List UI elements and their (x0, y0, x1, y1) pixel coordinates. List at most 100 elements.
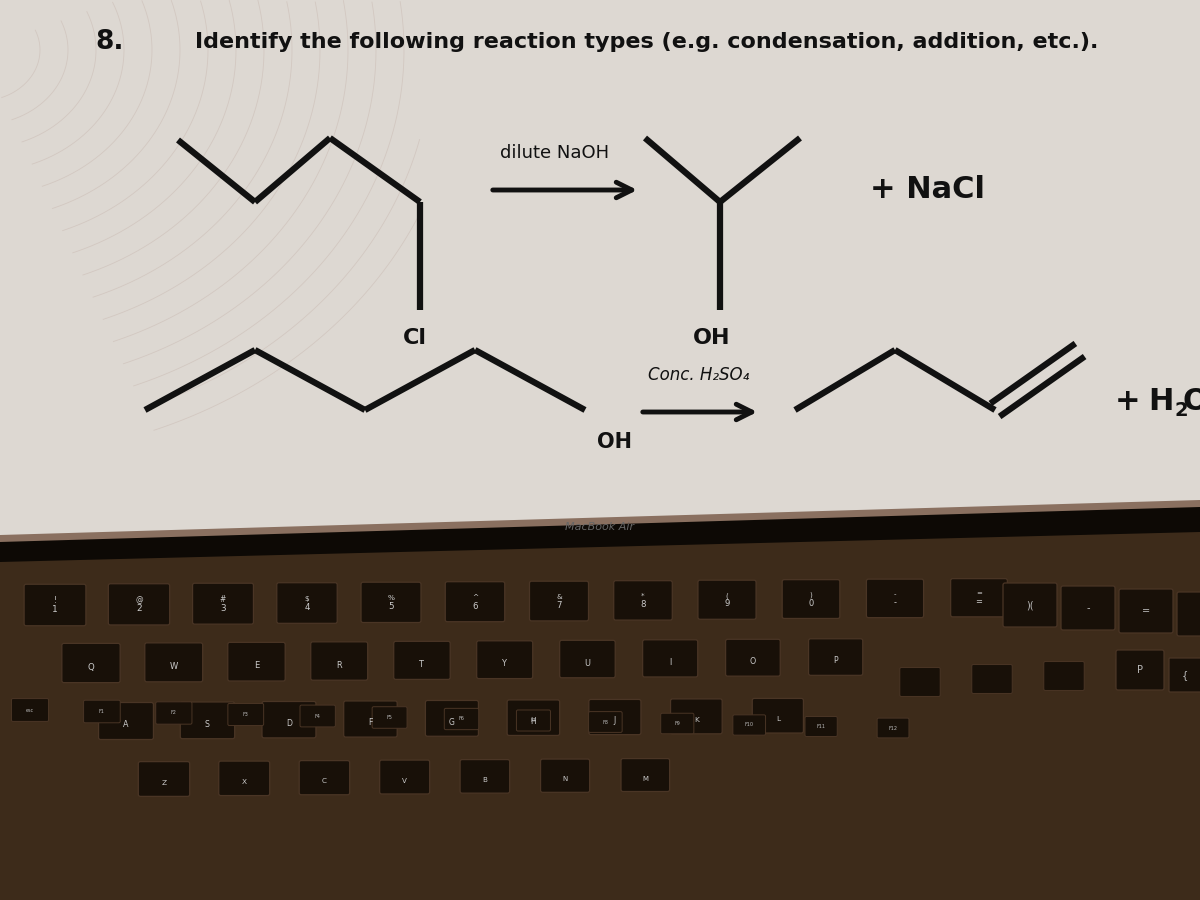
FancyBboxPatch shape (698, 580, 756, 619)
Text: F9: F9 (674, 721, 680, 726)
Text: {: { (1182, 670, 1188, 680)
FancyBboxPatch shape (1044, 662, 1085, 690)
Text: =: = (1142, 606, 1150, 616)
Text: OH: OH (694, 328, 731, 348)
FancyBboxPatch shape (299, 760, 349, 795)
Text: =: = (976, 598, 983, 607)
Text: 1: 1 (52, 605, 58, 614)
FancyBboxPatch shape (300, 705, 335, 727)
Text: 2: 2 (136, 604, 142, 613)
Text: 0: 0 (809, 598, 814, 608)
FancyBboxPatch shape (445, 581, 505, 622)
Text: F12: F12 (888, 725, 898, 731)
Text: F2: F2 (170, 710, 176, 716)
Text: O: O (1183, 388, 1200, 417)
Text: U: U (584, 659, 590, 668)
FancyBboxPatch shape (529, 581, 588, 621)
FancyBboxPatch shape (1003, 583, 1057, 627)
FancyBboxPatch shape (277, 582, 337, 624)
FancyBboxPatch shape (877, 718, 908, 738)
Text: P: P (1138, 665, 1142, 675)
Text: =: = (976, 590, 982, 597)
FancyBboxPatch shape (516, 710, 551, 731)
FancyBboxPatch shape (218, 761, 270, 796)
FancyBboxPatch shape (228, 704, 264, 725)
FancyBboxPatch shape (866, 580, 924, 617)
FancyBboxPatch shape (1120, 589, 1174, 633)
Text: +: + (1115, 388, 1141, 417)
Text: MacBook Air: MacBook Air (565, 522, 635, 532)
Text: N: N (563, 776, 568, 782)
Text: F11: F11 (817, 724, 826, 729)
Polygon shape (0, 500, 1200, 542)
Text: (: ( (726, 592, 728, 598)
Text: F6: F6 (458, 716, 464, 722)
Text: J: J (613, 716, 616, 725)
Text: M: M (642, 776, 648, 781)
FancyBboxPatch shape (24, 584, 86, 626)
FancyBboxPatch shape (12, 698, 48, 722)
Text: Y: Y (503, 659, 508, 668)
Text: Identify the following reaction types (e.g. condensation, addition, etc.).: Identify the following reaction types (e… (194, 32, 1098, 52)
Text: ^: ^ (472, 594, 478, 600)
Text: X: X (241, 779, 247, 785)
FancyBboxPatch shape (1169, 658, 1200, 692)
Text: 9: 9 (725, 599, 730, 608)
Polygon shape (0, 505, 1200, 562)
Text: )(: )( (1026, 600, 1034, 610)
Text: 4: 4 (305, 603, 310, 612)
Text: Conc. H₂SO₄: Conc. H₂SO₄ (648, 366, 749, 384)
FancyBboxPatch shape (262, 701, 316, 738)
Bar (0, 0, 1200, 560)
Text: @: @ (136, 596, 143, 605)
FancyBboxPatch shape (1177, 592, 1200, 636)
FancyBboxPatch shape (84, 700, 120, 723)
Text: -: - (894, 591, 896, 598)
FancyBboxPatch shape (805, 716, 838, 736)
Polygon shape (0, 530, 1200, 900)
Text: T: T (420, 660, 425, 669)
Text: G: G (449, 717, 455, 726)
Text: 7: 7 (557, 601, 562, 610)
FancyBboxPatch shape (460, 760, 510, 793)
Text: F8: F8 (602, 719, 608, 724)
Text: 6: 6 (473, 601, 478, 610)
FancyBboxPatch shape (476, 641, 533, 679)
Text: F4: F4 (314, 714, 320, 718)
FancyBboxPatch shape (752, 698, 804, 733)
Text: V: V (402, 778, 407, 784)
FancyBboxPatch shape (343, 701, 397, 737)
Text: 8: 8 (641, 600, 646, 609)
Text: F7: F7 (530, 718, 536, 723)
Text: 2: 2 (1175, 400, 1189, 419)
Text: ): ) (810, 591, 812, 599)
Text: R: R (336, 661, 342, 670)
FancyBboxPatch shape (156, 702, 192, 724)
FancyBboxPatch shape (98, 703, 154, 740)
FancyBboxPatch shape (108, 584, 169, 625)
FancyBboxPatch shape (900, 668, 941, 697)
Text: S: S (205, 720, 210, 729)
Text: -: - (1086, 603, 1090, 613)
Text: %: % (388, 595, 395, 601)
FancyBboxPatch shape (426, 700, 479, 736)
Text: $: $ (305, 596, 310, 601)
Text: H: H (1148, 388, 1174, 417)
Text: E: E (254, 662, 259, 670)
Text: esc: esc (26, 707, 34, 713)
FancyBboxPatch shape (661, 713, 694, 734)
FancyBboxPatch shape (559, 640, 616, 678)
FancyBboxPatch shape (588, 712, 622, 733)
FancyBboxPatch shape (589, 699, 641, 734)
FancyBboxPatch shape (228, 643, 286, 681)
Text: &: & (556, 594, 562, 599)
Text: F3: F3 (242, 712, 248, 717)
Text: F5: F5 (386, 715, 392, 720)
FancyBboxPatch shape (394, 642, 450, 680)
FancyBboxPatch shape (1116, 659, 1157, 688)
Text: P: P (833, 656, 838, 665)
Text: Z: Z (162, 779, 167, 786)
Text: F1: F1 (98, 709, 104, 714)
FancyBboxPatch shape (622, 759, 670, 791)
FancyBboxPatch shape (145, 643, 203, 682)
